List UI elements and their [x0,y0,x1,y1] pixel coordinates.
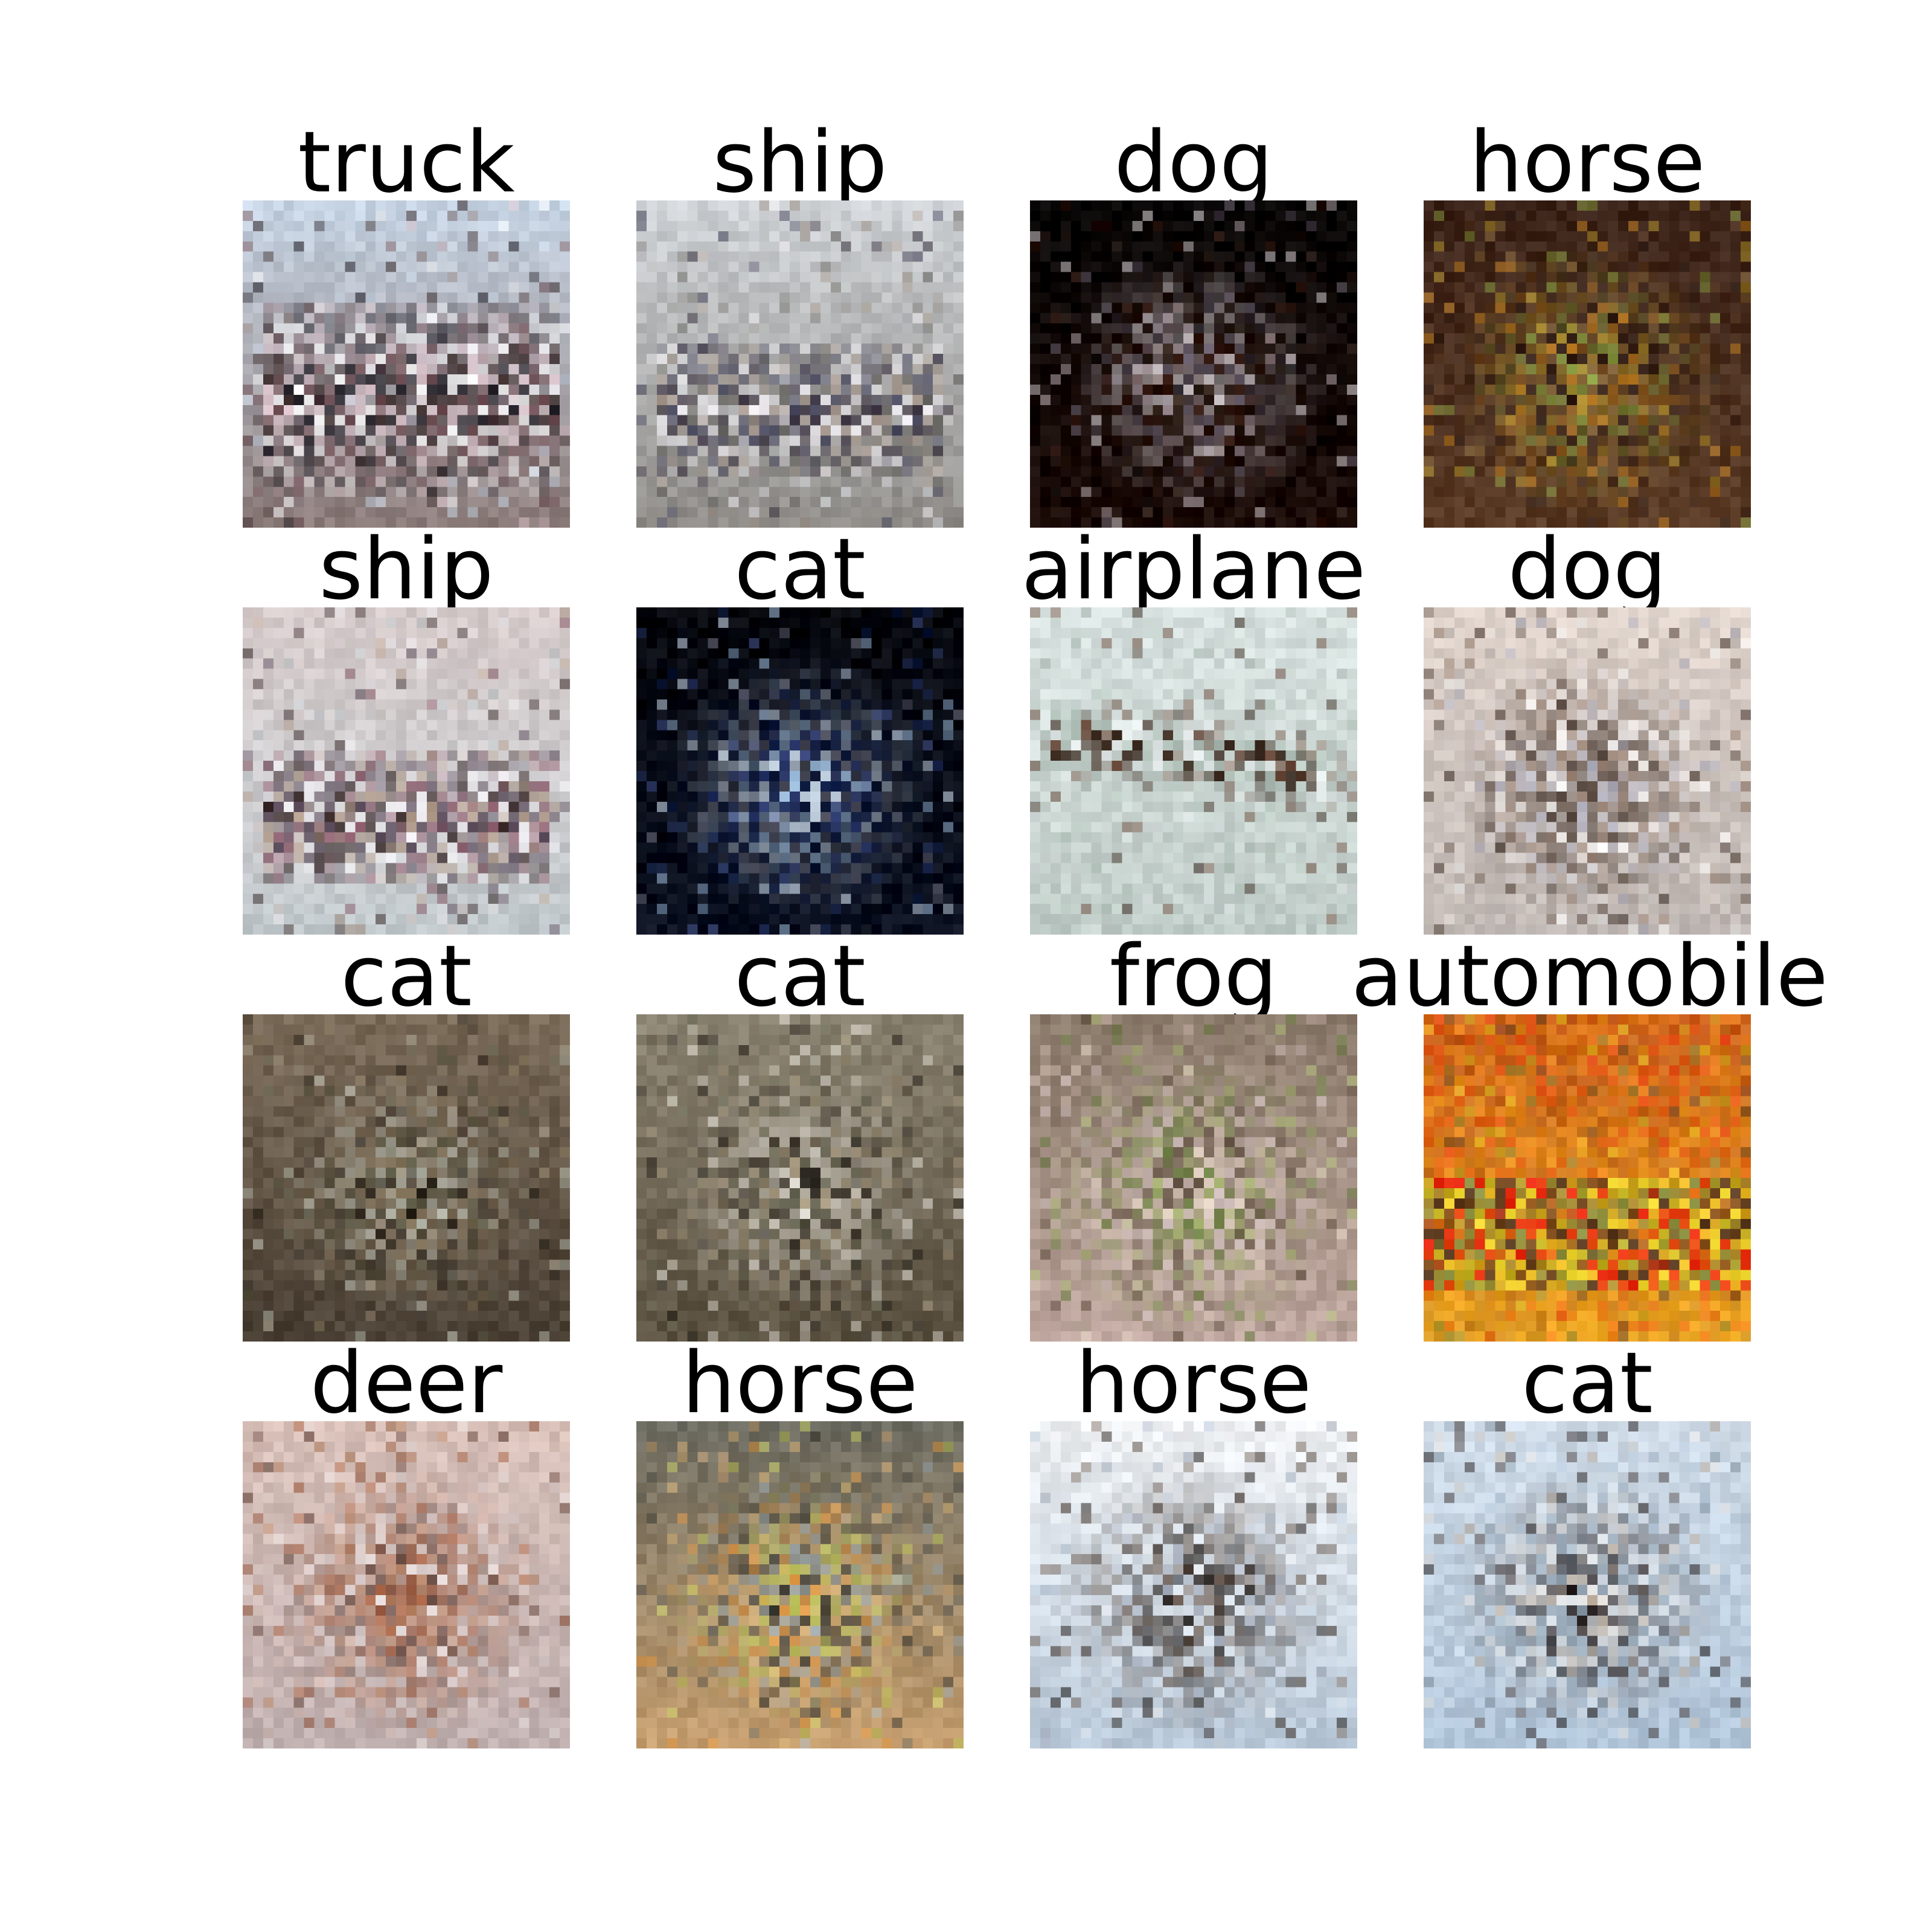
image-class-label: dog [1508,520,1667,619]
image-class-label: cat [341,927,472,1026]
generated-image [1424,200,1751,528]
image-class-label: horse [1075,1334,1312,1433]
image-tile: cat [636,528,964,935]
pixel-image [243,1421,570,1748]
image-tile: automobile [1351,935,1828,1342]
generated-image [1030,1421,1357,1748]
generated-image [1424,1014,1751,1342]
generated-image [1030,200,1357,528]
image-class-label: ship [319,520,494,619]
pixel-image [1424,607,1751,935]
image-class-label: horse [1469,114,1706,212]
image-tile: cat [243,935,570,1342]
pixel-image [636,200,964,528]
pixel-image [243,1014,570,1342]
generated-image [636,1421,964,1748]
image-class-label: frog [1109,927,1278,1026]
image-class-label: airplane [1021,520,1366,619]
image-tile: ship [636,121,964,528]
generated-image [1424,607,1751,935]
generated-image [1424,1421,1751,1748]
generated-image [636,1014,964,1342]
pixel-image [1030,1014,1357,1342]
image-class-label: ship [712,114,888,212]
image-tile: ship [243,528,570,935]
image-class-label: automobile [1351,927,1828,1026]
pixel-image [243,607,570,935]
pixel-image [1424,1014,1751,1342]
image-class-label: truck [298,114,515,212]
pixel-image [636,1421,964,1748]
image-class-label: cat [734,520,866,619]
pixel-image [1424,200,1751,528]
image-class-label: cat [1521,1334,1653,1433]
image-class-label: dog [1114,114,1273,212]
pixel-image [636,607,964,935]
generated-image [243,1421,570,1748]
image-tile: dog [1030,121,1357,528]
generated-image [243,607,570,935]
generated-image [1030,1014,1357,1342]
pixel-image [1030,200,1357,528]
image-tile: frog [1030,935,1357,1342]
generated-image [636,200,964,528]
generated-image [243,200,570,528]
image-tile: horse [1030,1342,1357,1748]
image-tile: horse [1424,121,1751,528]
generated-image [636,607,964,935]
image-class-label: cat [734,927,866,1026]
image-tile: cat [1424,1342,1751,1748]
generated-image [243,1014,570,1342]
generated-image [1030,607,1357,935]
image-tile: horse [636,1342,964,1748]
pixel-image [636,1014,964,1342]
image-tile: deer [243,1342,570,1748]
image-class-label: deer [310,1334,503,1433]
pixel-image [243,200,570,528]
pixel-image [1030,1421,1357,1748]
image-tile: airplane [1022,528,1366,935]
image-tile: dog [1424,528,1751,935]
image-tile: truck [243,121,570,528]
image-class-label: horse [682,1334,918,1433]
pixel-image [1424,1421,1751,1748]
pixel-image [1030,607,1357,935]
image-tile: cat [636,935,964,1342]
